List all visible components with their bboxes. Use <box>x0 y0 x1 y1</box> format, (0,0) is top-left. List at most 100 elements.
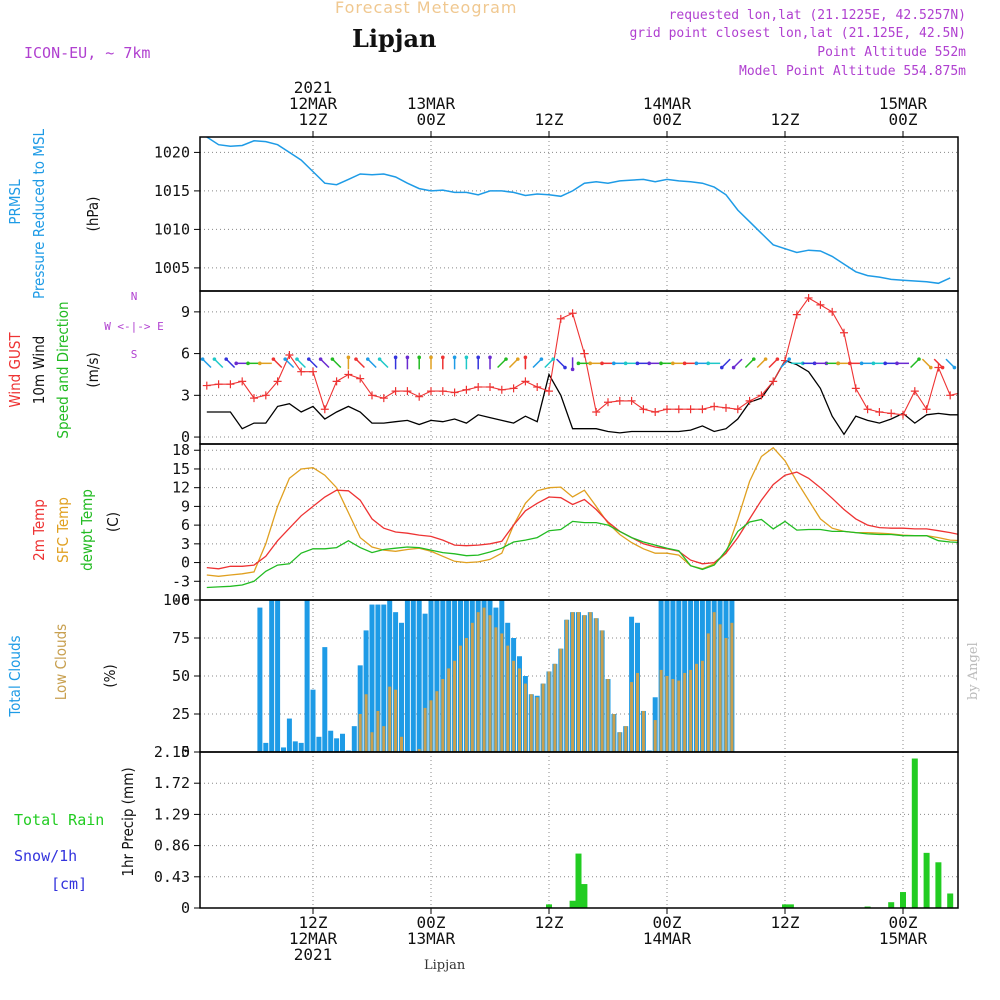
gust-marker <box>745 396 754 405</box>
low-cloud-bar <box>659 669 663 752</box>
wind-barb <box>284 358 295 369</box>
low-cloud-bar <box>636 672 639 752</box>
low-cloud-bar <box>506 645 510 752</box>
pressure-grid: 1005 1010 1015 1020 <box>154 137 958 291</box>
wind-barb <box>532 358 542 369</box>
gust-marker <box>533 382 542 391</box>
gust-marker <box>238 377 247 386</box>
wind-barb-head <box>647 361 651 366</box>
low-cloud-bar <box>559 648 563 752</box>
temperature-tick-label: -3 <box>172 572 190 590</box>
bottom-time-label: 12MAR <box>289 929 338 948</box>
low-cloud-bar <box>512 660 516 752</box>
precip-grid: 0 0.43 0.86 1.29 1.72 2.15 <box>154 743 958 917</box>
wind-barb-head <box>623 361 628 366</box>
low-cloud-bar <box>459 645 462 752</box>
top-time-label: 00Z <box>417 110 446 129</box>
wind-tick-label: 9 <box>181 303 190 321</box>
low-cloud-bar <box>577 612 580 752</box>
gust-marker <box>663 405 671 414</box>
pressure-tick-label: 1020 <box>154 143 190 161</box>
wind-barb-head <box>940 365 945 370</box>
low-cloud-bar <box>683 672 687 752</box>
precip-label-rain: Total Rain <box>14 811 104 829</box>
gust-marker <box>474 382 483 391</box>
low-cloud-bar <box>453 660 457 752</box>
total-cloud-bar <box>646 750 652 752</box>
bottom-time-label: 00Z <box>889 913 918 932</box>
gust-marker <box>828 307 837 316</box>
gust-marker <box>486 382 494 391</box>
rain-bar <box>787 904 794 908</box>
total-cloud-bar <box>298 742 304 752</box>
rain-bar <box>581 884 588 908</box>
wind-barb-head <box>318 357 323 361</box>
wind-barb <box>355 358 365 369</box>
wind-barb-head <box>405 355 410 360</box>
gust-marker <box>379 394 388 403</box>
gust-marker <box>722 403 730 412</box>
top-time-label: 12Z <box>299 110 328 129</box>
total-cloud-bar <box>345 750 351 752</box>
wind-barb-head <box>731 365 736 370</box>
bottom-time-label: 12Z <box>535 913 564 932</box>
gust-marker <box>438 387 447 396</box>
total-cloud-bar <box>670 600 676 752</box>
wind-barb-head <box>775 357 780 361</box>
clouds-tick-label: 25 <box>172 705 190 723</box>
low-cloud-bar <box>689 669 693 752</box>
total-cloud-bar <box>393 612 399 752</box>
wind-barb-head <box>871 361 876 366</box>
compass-s: S <box>131 348 138 361</box>
wind-barb <box>970 359 978 367</box>
gust-marker <box>698 405 707 414</box>
total-cloud-bar <box>375 604 381 752</box>
low-cloud-bar <box>394 689 398 752</box>
wind-barb-head <box>307 357 311 361</box>
wind-barb-head <box>836 361 840 366</box>
total-cloud-bar <box>257 607 263 752</box>
wind-barb <box>225 358 236 369</box>
clouds-tick-label: 75 <box>172 629 190 647</box>
total-cloud-bar <box>399 622 404 752</box>
gust-marker <box>792 310 801 319</box>
pressure-unit: (hPa) <box>84 197 102 232</box>
wind-barb-head <box>271 357 276 361</box>
gust-marker <box>851 384 860 393</box>
rain-bar <box>569 900 576 908</box>
wind-barb <box>945 358 955 369</box>
top-time-label: 12Z <box>771 110 800 129</box>
temperature-tick-label: 18 <box>172 441 190 459</box>
gust-marker <box>710 402 719 411</box>
precip-tick-label: 1.72 <box>154 774 190 792</box>
wind-barb <box>756 358 767 369</box>
gust-marker <box>875 408 884 417</box>
wind-barb-head <box>295 357 299 361</box>
sfc-temp-line <box>206 446 958 577</box>
wind-ylabel-3: Speed and Direction <box>54 301 72 438</box>
wind-barb-head <box>224 357 228 361</box>
gust-marker <box>497 385 506 394</box>
wind-barb-head <box>752 357 756 361</box>
low-cloud-bar <box>400 736 403 752</box>
low-cloud-bar <box>518 668 521 752</box>
low-cloud-bar <box>523 683 527 752</box>
gust-marker <box>450 388 459 397</box>
wind-barb <box>910 358 920 369</box>
low-cloud-bar <box>482 607 486 752</box>
low-cloud-bar <box>529 694 533 752</box>
wind-barb-head <box>883 361 887 366</box>
gust-marker <box>568 309 577 318</box>
wind-barb <box>768 358 778 369</box>
requested-coords: requested lon,lat (21.1225E, 42.5257N) <box>668 8 966 23</box>
total-cloud-bar <box>292 741 298 752</box>
bottom-time-label: 00Z <box>653 913 682 932</box>
wind-barb-head <box>377 357 382 361</box>
wind-barb-head <box>452 355 457 360</box>
wind-barb-head <box>682 361 687 366</box>
gust-marker <box>545 387 553 396</box>
clouds-ylabel-1: Total Clouds <box>6 635 24 717</box>
gust-marker <box>462 385 471 394</box>
low-cloud-bar <box>606 679 610 752</box>
low-cloud-bar <box>712 612 716 752</box>
